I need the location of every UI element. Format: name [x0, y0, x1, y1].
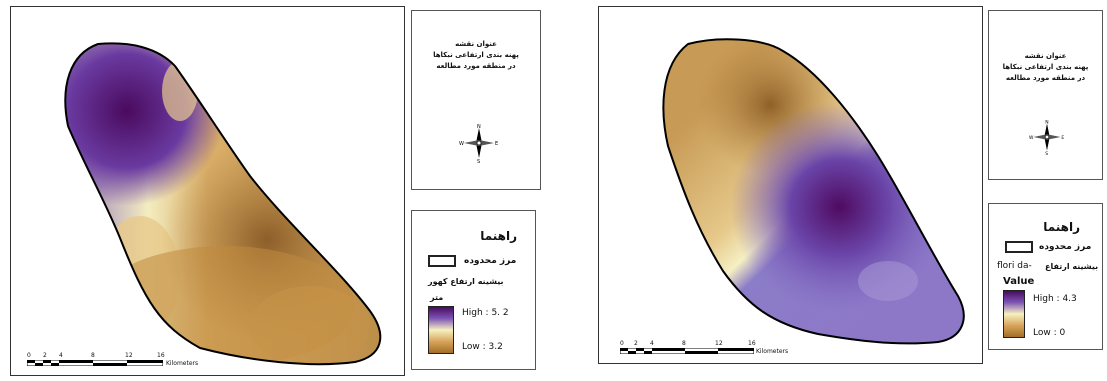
legend-heading: راهنما [1043, 220, 1080, 234]
elevation-ramp [428, 306, 454, 354]
title-line-1: عنوان نقشه [455, 40, 497, 48]
scale-tick-12: 12 [125, 352, 133, 359]
scale-tick-4: 4 [59, 352, 63, 359]
right-title-panel: عنوان نقشه پهنه بندی ارتفاعی نبکاها در م… [988, 10, 1103, 180]
right-scalebar: 0 2 4 8 12 16 Kilometers [620, 340, 790, 360]
right-map-area [662, 38, 965, 345]
right-legend-panel: راهنما مرز محدوده flori da- بیشینه ارتفا… [988, 203, 1103, 350]
scale-unit: Kilometers [756, 348, 789, 355]
scale-tick-2: 2 [43, 352, 47, 359]
map-title: عنوان نقشه پهنه بندی ارتفاعی نبکاها در م… [412, 39, 540, 72]
right-boundary-outline [662, 38, 965, 345]
compass-n: N [477, 124, 481, 130]
compass-s: S [477, 159, 480, 163]
left-scalebar: 0 2 4 8 12 16 Kilometers [27, 352, 199, 372]
scale-tick-4: 4 [650, 340, 654, 347]
low-label: Low : 3.2 [462, 342, 503, 352]
title-line-2: پهنه بندی ارتفاعی نبکاها [1002, 63, 1089, 71]
left-elevation-surface [65, 43, 381, 365]
layer-title: بیشینه ارتفاع کهور [428, 277, 504, 286]
scalebar-graphic [27, 360, 163, 366]
boundary-label: مرز محدوده [464, 256, 517, 266]
high-label: High : 4.3 [1033, 294, 1077, 304]
title-line-3: در منطقه مورد مطالعه [436, 62, 516, 70]
compass-n: N [1045, 120, 1048, 126]
map-title: عنوان نقشه پهنه بندی ارتفاعی نبکاها در م… [989, 51, 1102, 84]
right-elevation-surface [663, 39, 964, 344]
compass-w: W [1029, 135, 1034, 141]
title-line-3: در منطقه مورد مطالعه [1005, 74, 1086, 82]
high-label: High : 5. 2 [462, 308, 509, 318]
scale-tick-12: 12 [715, 340, 723, 347]
elevation-ramp [1003, 290, 1025, 338]
scale-tick-0: 0 [27, 352, 31, 359]
left-boundary-outline [64, 42, 382, 366]
boundary-swatch [428, 255, 456, 267]
low-label: Low : 0 [1033, 328, 1066, 338]
scale-tick-16: 16 [748, 340, 756, 347]
title-line-1: عنوان نقشه [1024, 52, 1067, 60]
scalebar-graphic [620, 348, 754, 354]
scale-tick-16: 16 [157, 352, 165, 359]
layer-title: بیشینه ارتفاع [1045, 262, 1099, 271]
compass-s: S [1045, 151, 1048, 155]
compass-e: E [1061, 135, 1064, 141]
north-arrow-icon: N S E W [1029, 120, 1064, 156]
compass-e: E [495, 141, 498, 147]
title-line-2: پهنه بندی ارتفاعی نبکاها [433, 51, 519, 59]
unit-label: متر [430, 293, 444, 302]
scale-tick-0: 0 [620, 340, 624, 347]
scale-tick-8: 8 [91, 352, 95, 359]
scale-tick-8: 8 [682, 340, 686, 347]
left-legend-panel: راهنما مرز محدوده بیشینه ارتفاع کهور متر… [411, 210, 536, 370]
value-label: Value [1003, 276, 1035, 287]
left-map-area [64, 42, 382, 366]
compass-w: W [459, 141, 464, 147]
north-arrow-icon: N S E W [459, 124, 498, 163]
scale-tick-2: 2 [634, 340, 638, 347]
left-title-panel: عنوان نقشه پهنه بندی ارتفاعی نبکاها در م… [411, 10, 541, 190]
boundary-label: مرز محدوده [1039, 242, 1092, 252]
layer-prefix: flori da- [997, 261, 1032, 271]
legend-heading: راهنما [480, 229, 517, 243]
scale-unit: Kilometers [166, 360, 199, 367]
boundary-swatch [1005, 241, 1033, 253]
